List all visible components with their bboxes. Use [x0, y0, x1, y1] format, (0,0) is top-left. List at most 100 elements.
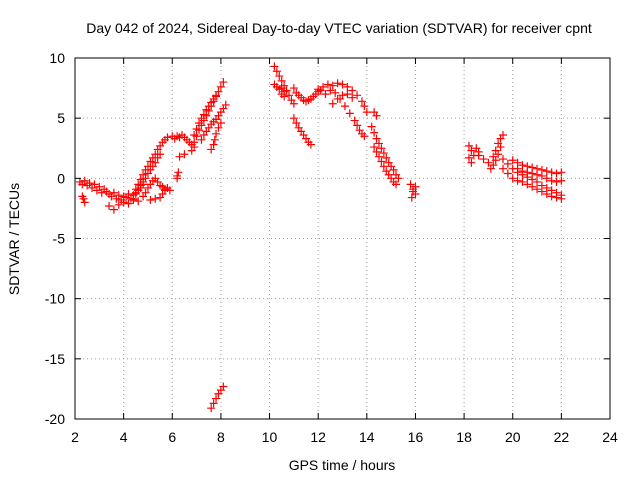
y-tick-label: 0: [57, 170, 65, 186]
data-point-marker: [486, 164, 495, 173]
data-point-marker: [552, 193, 561, 202]
data-point-marker: [350, 116, 359, 125]
data-point-marker: [392, 180, 400, 189]
data-point-marker: [79, 194, 88, 203]
data-point-marker: [338, 91, 347, 100]
data-point-marker: [207, 145, 216, 154]
data-point-marker: [508, 174, 517, 183]
data-point-marker: [306, 140, 315, 149]
data-point-marker: [319, 82, 328, 91]
data-point-marker: [314, 85, 323, 94]
data-point-marker: [537, 187, 546, 196]
data-point-marker: [537, 171, 546, 180]
data-point-marker: [80, 176, 89, 185]
data-point-marker: [557, 176, 566, 185]
data-point-marker: [474, 151, 483, 160]
x-axis-ticks: 2 4 6 8 10 12 14 16 18 20 22 24: [71, 58, 618, 445]
data-point-marker: [348, 93, 357, 102]
data-point-marker: [372, 134, 381, 143]
data-point-marker: [95, 182, 104, 191]
data-point-marker: [370, 143, 379, 152]
y-tick-label: 5: [57, 110, 65, 126]
data-point-marker: [523, 180, 532, 189]
data-point-marker: [503, 159, 512, 168]
data-point-marker: [503, 169, 512, 178]
data-point-marker: [348, 86, 357, 95]
y-tick-label: -15: [45, 351, 65, 367]
data-point-marker: [141, 174, 150, 183]
data-point-marker: [134, 197, 143, 206]
data-point-marker: [377, 157, 386, 166]
data-point-marker: [289, 114, 298, 123]
data-point-marker: [533, 177, 542, 186]
data-point-marker: [163, 133, 172, 142]
data-point-marker: [219, 382, 228, 391]
data-point-marker: [379, 162, 388, 171]
data-point-marker: [360, 132, 369, 141]
chart-title: Day 042 of 2024, Sidereal Day-to-day VTE…: [86, 20, 592, 36]
data-point-marker: [345, 109, 354, 118]
data-point-marker: [323, 80, 332, 89]
data-point-marker: [499, 164, 507, 173]
data-point-marker: [192, 124, 201, 133]
data-point-marker: [333, 94, 342, 103]
x-tick-label: 10: [262, 429, 278, 445]
data-point-marker: [289, 99, 298, 108]
x-tick-label: 6: [168, 429, 176, 445]
data-point-marker: [407, 193, 416, 202]
data-point-marker: [151, 194, 160, 203]
data-point-marker: [90, 180, 99, 189]
data-point-marker: [552, 169, 561, 178]
y-tick-label: 10: [49, 50, 65, 66]
data-point-marker: [374, 152, 383, 161]
data-point-marker: [343, 90, 352, 99]
data-point-marker: [542, 189, 551, 198]
data-point-marker: [170, 134, 179, 143]
data-point-marker: [467, 158, 476, 167]
data-point-marker: [272, 67, 281, 76]
data-point-marker: [557, 168, 566, 177]
data-point-marker: [406, 180, 415, 189]
x-tick-label: 16: [408, 429, 424, 445]
data-point-marker: [212, 91, 221, 100]
data-point-marker: [491, 156, 500, 165]
data-point-marker: [321, 90, 330, 99]
data-point-marker: [499, 131, 507, 140]
data-point-marker: [190, 131, 199, 140]
y-axis-label: SDTVAR / TECUs: [6, 183, 22, 295]
data-point-marker: [141, 188, 150, 197]
data-point-marker: [464, 153, 473, 162]
data-point-marker: [533, 170, 542, 179]
data-point-marker: [209, 399, 218, 408]
data-point-marker: [190, 138, 199, 147]
data-point-marker: [326, 86, 335, 95]
data-point-marker: [221, 100, 230, 109]
data-point-marker: [124, 199, 133, 208]
data-point-marker: [212, 129, 221, 138]
data-point-marker: [518, 167, 527, 176]
data-point-marker: [80, 198, 89, 207]
x-tick-label: 22: [554, 429, 570, 445]
data-point-marker: [119, 198, 128, 207]
data-point-marker: [199, 110, 208, 119]
data-point-marker: [484, 158, 493, 167]
data-point-marker: [496, 143, 505, 152]
data-point-marker: [479, 155, 488, 164]
data-point-marker: [146, 195, 155, 204]
data-point-marker: [134, 186, 143, 195]
data-point-marker: [379, 149, 388, 158]
data-point-marker: [212, 394, 221, 403]
data-point-marker: [547, 192, 556, 201]
data-point-marker: [533, 185, 542, 194]
data-point-marker: [195, 118, 204, 127]
data-point-marker: [518, 177, 527, 186]
x-tick-label: 14: [359, 429, 375, 445]
data-point-marker: [216, 118, 225, 127]
data-point-marker: [280, 92, 289, 101]
data-point-marker: [362, 108, 371, 117]
data-point-marker: [343, 82, 352, 91]
data-point-marker: [292, 118, 301, 127]
data-point-marker: [508, 156, 517, 165]
data-point-marker: [114, 191, 123, 200]
data-point-marker: [109, 205, 118, 214]
